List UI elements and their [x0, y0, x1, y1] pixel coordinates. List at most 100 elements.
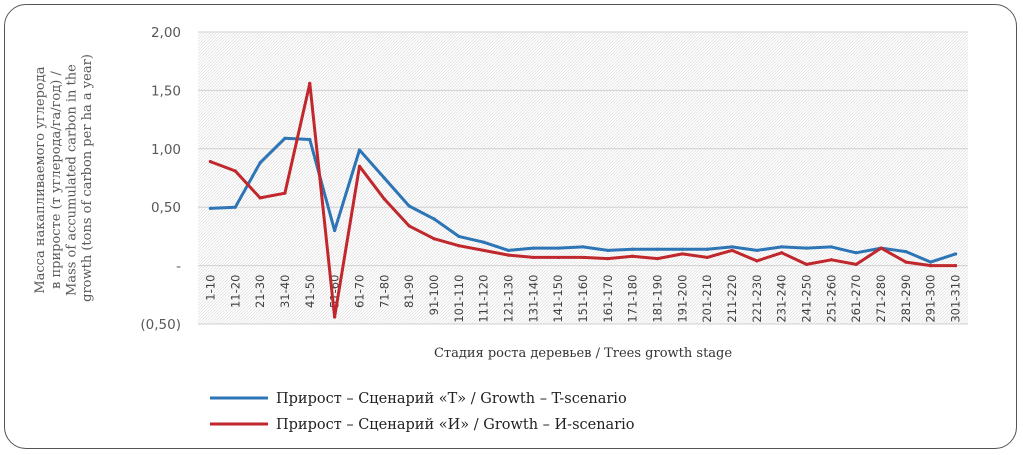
data-point — [904, 249, 908, 254]
x-tick-label: 191-200 — [675, 275, 689, 323]
data-point — [457, 234, 461, 238]
data-point — [705, 247, 709, 251]
data-point — [606, 248, 610, 253]
data-point — [208, 206, 213, 210]
x-tick-label: 241-250 — [800, 275, 814, 323]
data-point — [755, 259, 759, 263]
data-point — [854, 262, 858, 267]
x-tick-label: 161-170 — [601, 275, 615, 323]
data-point — [755, 248, 759, 253]
y-tick-label: 1,50 — [151, 83, 181, 99]
data-point — [531, 255, 535, 260]
y-axis-title-line-4: growth (tons of carbon per ha a year) — [80, 54, 95, 302]
data-point — [382, 176, 386, 180]
x-tick-label: 151-160 — [576, 275, 590, 323]
data-point — [953, 264, 958, 268]
x-tick-label: 181-190 — [651, 275, 665, 323]
x-tick-label: 71-80 — [377, 275, 391, 308]
x-axis-title: Стадия роста деревьев / Trees growth sta… — [434, 346, 732, 361]
x-tick-label: 301-310 — [949, 275, 963, 323]
data-point — [929, 260, 933, 264]
plot-area-background — [198, 32, 968, 324]
x-tick-label: 281-290 — [899, 275, 913, 323]
data-point — [631, 247, 635, 251]
x-tick-label: 251-260 — [824, 275, 838, 323]
x-tick-label: 221-230 — [750, 275, 764, 323]
data-point — [705, 255, 709, 260]
data-point — [780, 251, 784, 255]
y-tick-label: 1,00 — [151, 142, 181, 158]
x-tick-label: 31-40 — [278, 275, 292, 308]
x-tick-label: 111-120 — [477, 275, 491, 323]
data-point — [233, 205, 237, 209]
x-tick-label: 141-150 — [551, 275, 565, 323]
data-point — [432, 217, 436, 221]
data-point — [308, 137, 312, 142]
data-point — [680, 252, 684, 256]
data-point — [482, 240, 486, 244]
data-point — [581, 245, 585, 249]
x-tick-label: 91-100 — [427, 275, 441, 316]
data-point — [953, 252, 958, 256]
x-tick-label: 121-130 — [501, 275, 515, 323]
x-tick-label: 211-220 — [725, 275, 739, 323]
x-tick-label: 41-50 — [303, 275, 317, 308]
y-axis-title-line-2: в приросте (т углерода/га/год) / — [49, 71, 64, 289]
x-tick-label: 21-30 — [253, 275, 267, 308]
x-tick-label: 11-20 — [228, 275, 242, 308]
y-tick-label: 2,00 — [151, 25, 181, 41]
y-axis-title: Масса накапливаемого углерода в приросте… — [33, 54, 95, 302]
y-axis-title-line-1: Масса накапливаемого углерода — [33, 66, 48, 293]
x-tick-label: 81-90 — [402, 275, 416, 308]
data-point — [258, 161, 262, 165]
data-point — [283, 191, 287, 195]
data-point — [506, 248, 511, 253]
legend: Прирост – Сценарий «Т» / Growth – T-scen… — [210, 391, 635, 433]
data-point — [482, 248, 486, 253]
data-point — [829, 245, 833, 249]
data-point — [407, 204, 411, 208]
data-point — [581, 255, 585, 260]
data-point — [606, 256, 610, 261]
data-point — [382, 197, 386, 201]
y-axis-title-line-3: Mass of accumulated carbon in the — [64, 64, 79, 296]
x-tick-label: 101-110 — [452, 275, 466, 323]
data-point — [556, 246, 560, 250]
data-point — [730, 248, 734, 253]
data-point — [531, 246, 535, 250]
data-point — [804, 262, 809, 267]
data-point — [407, 224, 411, 228]
y-tick-label: 0,50 — [151, 200, 181, 216]
data-point — [680, 247, 684, 251]
legend-label-i-scenario: Прирост – Сценарий «И» / Growth – И-scen… — [276, 417, 635, 433]
data-point — [631, 254, 635, 258]
x-tick-label: 171-180 — [626, 275, 640, 323]
x-tick-label: 201-210 — [700, 275, 714, 323]
data-point — [780, 245, 784, 249]
data-point — [506, 253, 511, 257]
data-point — [333, 315, 337, 319]
data-point — [730, 245, 734, 249]
y-tick-label: - — [176, 259, 181, 275]
data-point — [829, 258, 833, 262]
data-point — [357, 148, 362, 152]
data-point — [879, 246, 883, 250]
data-point — [804, 246, 809, 250]
data-point — [208, 160, 213, 164]
x-tick-label: 271-280 — [874, 275, 888, 323]
x-tick-label: 261-270 — [849, 275, 863, 323]
legend-label-t-scenario: Прирост – Сценарий «Т» / Growth – T-scen… — [276, 391, 627, 407]
x-tick-label: 231-240 — [775, 275, 789, 323]
data-point — [258, 196, 262, 200]
data-point — [233, 169, 237, 173]
data-point — [655, 256, 660, 261]
data-point — [929, 264, 933, 268]
x-tick-label: 131-140 — [526, 275, 540, 323]
x-tick-label: 291-300 — [924, 275, 938, 323]
data-point — [357, 164, 362, 168]
x-tick-label: 61-70 — [352, 275, 366, 308]
data-point — [556, 255, 560, 260]
data-point — [432, 237, 436, 241]
data-point — [457, 244, 461, 248]
